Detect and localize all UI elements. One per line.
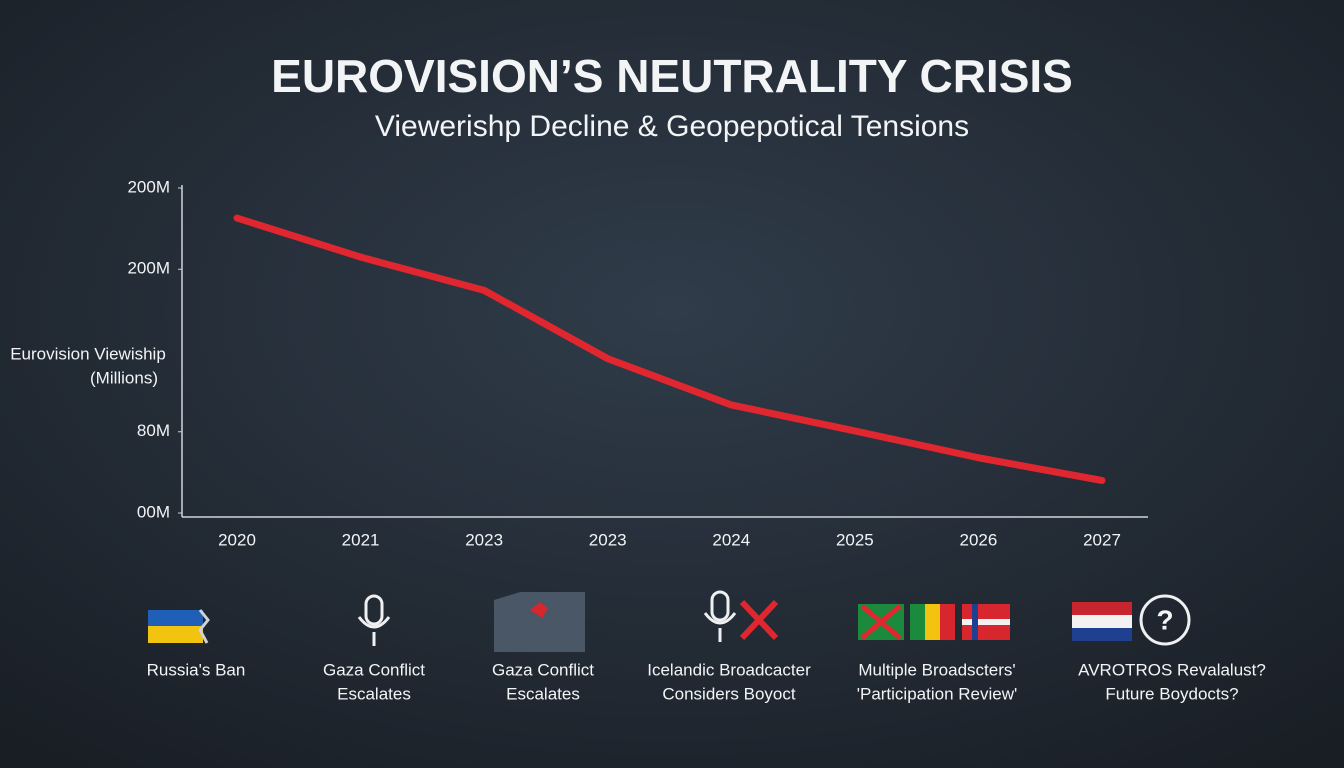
chart-subtitle: Viewerishp Decline & Geopepotical Tensio… [375, 110, 969, 143]
icon-map [494, 592, 585, 652]
y-tick-label: 80M [137, 421, 170, 440]
icon-netherlands-question: ? [1072, 594, 1191, 646]
event-caption: Gaza Conflict [492, 660, 594, 679]
y-tick-label: 200M [127, 177, 170, 196]
event-caption: AVROTROS Revalalust? [1078, 660, 1266, 679]
event-caption: Icelandic Broadcacter [647, 660, 811, 679]
x-tick-label: 2023 [465, 530, 503, 549]
icon-flag-ukraine [148, 609, 210, 644]
icon-microphone-cross [703, 590, 779, 642]
data-line [233, 214, 1106, 484]
x-tick-label: 2026 [960, 530, 998, 549]
event-caption: Russia's Ban [147, 660, 246, 679]
x-tick-label: 2020 [218, 530, 256, 549]
event-caption: Considers Boyoct [662, 684, 796, 703]
event-caption: Future Boydocts? [1105, 684, 1238, 703]
y-axis-title: Eurovision Viewiship [10, 344, 166, 363]
event-caption: Escalates [506, 684, 580, 703]
event-caption: Escalates [337, 684, 411, 703]
x-tick-label: 2023 [589, 530, 627, 549]
y-tick-label: 00M [137, 502, 170, 521]
svg-text:?: ? [1156, 604, 1173, 635]
x-tick-label: 2025 [836, 530, 874, 549]
x-tick-label: 2021 [342, 530, 380, 549]
icon-microphone [357, 594, 391, 646]
chart-title: EUROVISION’S NEUTRALITY CRISIS [271, 50, 1073, 102]
icon-flags [858, 604, 1010, 640]
y-tick-label: 200M [127, 259, 170, 278]
x-tick-label: 2027 [1083, 530, 1121, 549]
y-axis-title: (Millions) [90, 368, 158, 387]
event-caption: 'Participation Review' [857, 684, 1018, 703]
x-tick-label: 2024 [712, 530, 750, 549]
event-caption: Gaza Conflict [323, 660, 425, 679]
event-caption: Multiple Broadscters' [858, 660, 1015, 679]
